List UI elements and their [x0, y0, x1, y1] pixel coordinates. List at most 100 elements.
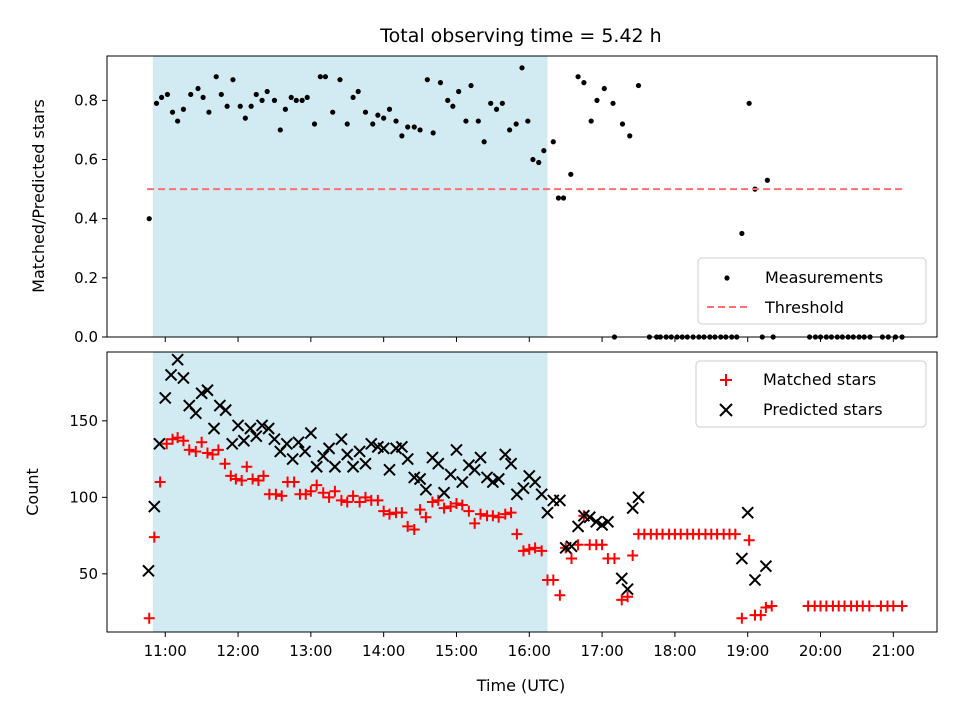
x-tick-label: 13:00 [289, 642, 332, 660]
ratio-highlight-span [152, 56, 548, 337]
predicted-stars-point [219, 403, 232, 417]
measurements-point [288, 94, 294, 101]
predicted-stars-point [171, 353, 184, 366]
measurements-point [468, 82, 474, 89]
count-panel: 50 100 150 11:00 12:00 13:00 14:00 15:00 16:00 17… [69, 351, 938, 660]
matched-stars-point [596, 539, 608, 551]
predicted-stars-point [365, 437, 378, 451]
matched-stars-point [743, 534, 755, 546]
matched-stars-point [329, 485, 341, 497]
matched-stars-point [469, 517, 481, 529]
predicted-stars-point [292, 436, 305, 449]
matched-stars-point [766, 600, 778, 612]
x-tick-label: 15:00 [435, 642, 478, 660]
measurements-point [499, 100, 505, 106]
matched-stars-point [616, 594, 628, 606]
measurements-point [362, 109, 369, 115]
measurements-point [375, 112, 381, 118]
measurements-point [588, 118, 594, 124]
x-tick-label: 18:00 [653, 642, 696, 660]
predicted-stars-point [492, 472, 505, 486]
matched-stars-point [414, 504, 426, 516]
matched-stars-point [566, 553, 578, 565]
legend-matched-marker [720, 374, 732, 386]
measurements-point [764, 177, 770, 183]
predicted-stars-point [177, 371, 190, 385]
matched-stars-point [172, 432, 184, 444]
predicted-stars-point [195, 387, 208, 400]
measurements-point [271, 97, 278, 103]
predicted-stars-point [159, 391, 172, 405]
ratio-legend-box [697, 257, 927, 325]
predicted-stars-point [535, 488, 548, 501]
matched-stars-point [341, 496, 353, 508]
legend-predicted-label: Predicted stars [763, 400, 883, 419]
measurements-point [200, 94, 206, 101]
predicted-stars-point [142, 564, 155, 578]
ratio-axes-frame [106, 55, 938, 338]
measurements-point [493, 106, 500, 112]
measurements-point [541, 148, 547, 154]
predicted-stars-point [444, 468, 457, 481]
measurements-point [370, 121, 376, 127]
predicted-stars-point [153, 437, 166, 451]
matched-stars-point [288, 476, 300, 488]
matched-stars-point [148, 531, 160, 543]
count-y-tick-label: 150 [69, 412, 98, 430]
measurements-point [581, 80, 587, 86]
measurements-point [264, 88, 270, 95]
matched-stars-point [736, 612, 748, 624]
predicted-stars-point [450, 443, 463, 457]
predicted-stars-point [226, 437, 239, 451]
measurements-point [188, 91, 194, 98]
predicted-stars-point [322, 442, 336, 455]
predicted-stars-point [748, 573, 762, 587]
measurements-point [218, 91, 224, 98]
matched-stars-point [863, 600, 875, 612]
legend-measurements-marker [724, 275, 730, 281]
matched-stars-point [247, 473, 259, 485]
matched-stars-point [230, 473, 242, 485]
matched-stars-point [456, 499, 468, 511]
count-y-axis-label: Count [23, 468, 42, 516]
ratio-y-tick-label: 0.0 [74, 328, 98, 346]
measurements-point [180, 106, 187, 112]
x-tick-label: 21:00 [872, 642, 915, 660]
matched-stars-point [347, 490, 359, 502]
matched-stars-point [183, 444, 195, 456]
predicted-stars-point [244, 422, 257, 435]
matched-stars-point [445, 501, 457, 513]
ratio-y-tick-label: 0.6 [74, 151, 98, 169]
measurements-point [456, 88, 462, 95]
predicted-stars-point [528, 475, 542, 489]
measurements-point [627, 133, 633, 139]
matched-stars-point [270, 488, 282, 500]
measurements-point [463, 118, 469, 124]
predicted-stars-point [328, 460, 342, 473]
matched-stars-point [487, 510, 499, 522]
measurements-point [594, 97, 600, 103]
predicted-stars-point [189, 406, 203, 420]
count-y-tick-label: 100 [69, 488, 98, 506]
measurements-point [344, 121, 350, 127]
predicted-stars-point [601, 515, 615, 529]
matched-stars-point [161, 438, 173, 450]
matched-stars-point [408, 523, 420, 535]
measurements-point [555, 195, 562, 201]
measurements-point [746, 100, 752, 106]
legend-measurements-label: Measurements [765, 268, 883, 287]
matched-stars-point [729, 528, 741, 540]
measurements-point [381, 115, 387, 121]
matched-stars-point [276, 490, 288, 502]
predicted-stars-point [298, 445, 312, 458]
measurements-point [175, 118, 181, 124]
legend-threshold-label: Threshold [764, 298, 844, 317]
predicted-stars-point [304, 426, 318, 440]
measurements-point [475, 118, 481, 124]
predicted-stars-point [255, 419, 269, 432]
predicted-stars-point [262, 422, 275, 435]
matched-stars-point [475, 508, 486, 520]
predicted-stars-point [456, 475, 469, 489]
predicted-stars-point [615, 572, 628, 585]
